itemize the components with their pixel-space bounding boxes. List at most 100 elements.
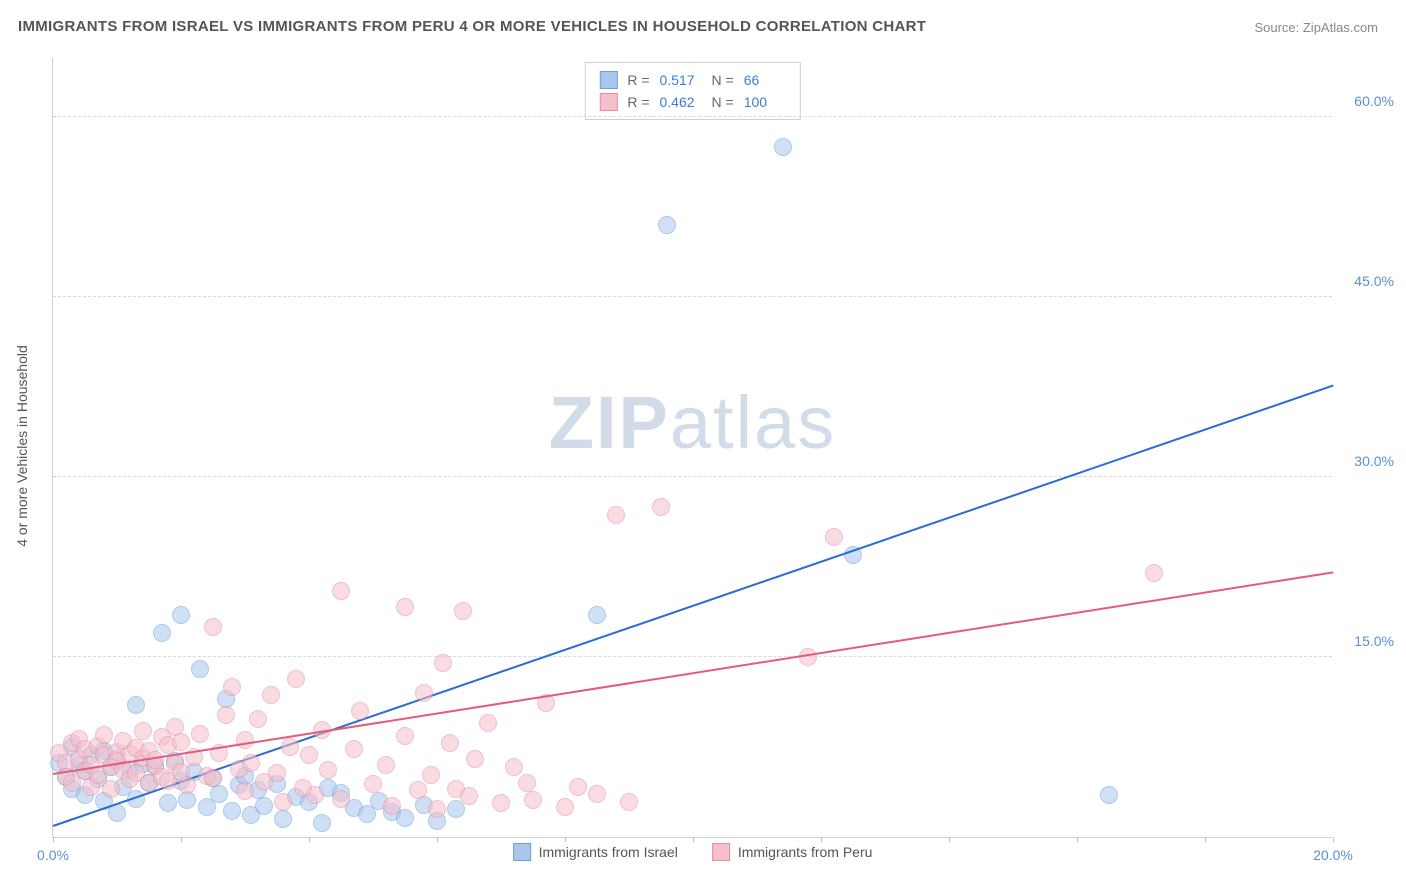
- y-tick-label: 60.0%: [1340, 93, 1394, 109]
- legend-item-peru: Immigrants from Peru: [712, 843, 873, 861]
- chart-title: IMMIGRANTS FROM ISRAEL VS IMMIGRANTS FRO…: [18, 18, 926, 35]
- scatter-point: [383, 797, 401, 815]
- scatter-point: [236, 782, 254, 800]
- scatter-point: [210, 785, 228, 803]
- scatter-point: [434, 654, 452, 672]
- scatter-point: [95, 726, 113, 744]
- scatter-point: [415, 684, 433, 702]
- scatter-point: [377, 756, 395, 774]
- scatter-point: [524, 791, 542, 809]
- scatter-point: [652, 498, 670, 516]
- scatter-point: [422, 766, 440, 784]
- scatter-point: [332, 582, 350, 600]
- scatter-point: [134, 722, 152, 740]
- scatter-point: [313, 814, 331, 832]
- scatter-point: [153, 624, 171, 642]
- scatter-point: [159, 794, 177, 812]
- swatch-peru: [599, 93, 617, 111]
- gridline: [53, 656, 1332, 657]
- trend-line: [53, 571, 1333, 775]
- scatter-point: [658, 216, 676, 234]
- scatter-point: [774, 138, 792, 156]
- gridline: [53, 296, 1332, 297]
- scatter-point: [620, 793, 638, 811]
- scatter-point: [274, 810, 292, 828]
- scatter-point: [300, 746, 318, 764]
- x-tick: [693, 837, 694, 842]
- scatter-point: [287, 670, 305, 688]
- bottom-legend: Immigrants from Israel Immigrants from P…: [513, 843, 873, 861]
- scatter-point: [518, 774, 536, 792]
- scatter-point: [268, 764, 286, 782]
- stats-row-peru: R = 0.462 N = 100: [599, 91, 785, 113]
- y-tick-label: 45.0%: [1340, 273, 1394, 289]
- scatter-point: [825, 528, 843, 546]
- scatter-point: [332, 790, 350, 808]
- scatter-point: [460, 787, 478, 805]
- scatter-point: [441, 734, 459, 752]
- scatter-point: [255, 797, 273, 815]
- x-tick-label: 0.0%: [37, 847, 69, 863]
- y-tick-label: 15.0%: [1340, 633, 1394, 649]
- scatter-point: [479, 714, 497, 732]
- scatter-point: [178, 776, 196, 794]
- scatter-point: [556, 798, 574, 816]
- scatter-point: [588, 785, 606, 803]
- scatter-point: [223, 678, 241, 696]
- scatter-point: [217, 706, 235, 724]
- scatter-point: [607, 506, 625, 524]
- x-tick-label: 20.0%: [1313, 847, 1353, 863]
- scatter-point: [204, 618, 222, 636]
- stats-row-israel: R = 0.517 N = 66: [599, 69, 785, 91]
- x-tick: [53, 837, 54, 842]
- swatch-israel-icon: [513, 843, 531, 861]
- swatch-israel: [599, 71, 617, 89]
- scatter-point: [146, 751, 164, 769]
- scatter-point: [191, 725, 209, 743]
- scatter-point: [306, 786, 324, 804]
- x-tick: [1077, 837, 1078, 842]
- watermark: ZIPatlas: [549, 380, 836, 465]
- scatter-point: [454, 602, 472, 620]
- scatter-point: [351, 702, 369, 720]
- scatter-point: [588, 606, 606, 624]
- scatter-point: [102, 780, 120, 798]
- scatter-point: [505, 758, 523, 776]
- scatter-point: [262, 686, 280, 704]
- scatter-point: [249, 710, 267, 728]
- scatter-point: [466, 750, 484, 768]
- y-tick-label: 30.0%: [1340, 453, 1394, 469]
- scatter-point: [396, 727, 414, 745]
- scatter-point: [127, 696, 145, 714]
- scatter-point: [428, 800, 446, 818]
- scatter-point: [274, 793, 292, 811]
- gridline: [53, 116, 1332, 117]
- scatter-point: [172, 606, 190, 624]
- scatter-point: [569, 778, 587, 796]
- scatter-point: [236, 731, 254, 749]
- scatter-point: [492, 794, 510, 812]
- legend-item-israel: Immigrants from Israel: [513, 843, 678, 861]
- source-attribution: Source: ZipAtlas.com: [1254, 20, 1378, 35]
- plot-area: ZIPatlas R = 0.517 N = 66 R = 0.462 N = …: [52, 58, 1332, 838]
- x-tick: [949, 837, 950, 842]
- y-axis-label: 4 or more Vehicles in Household: [14, 345, 30, 547]
- swatch-peru-icon: [712, 843, 730, 861]
- scatter-point: [409, 781, 427, 799]
- gridline: [53, 476, 1332, 477]
- scatter-point: [191, 660, 209, 678]
- scatter-point: [1100, 786, 1118, 804]
- x-tick: [181, 837, 182, 842]
- x-tick: [821, 837, 822, 842]
- scatter-point: [319, 761, 337, 779]
- scatter-point: [204, 769, 222, 787]
- scatter-point: [242, 754, 260, 772]
- scatter-point: [223, 802, 241, 820]
- scatter-point: [1145, 564, 1163, 582]
- x-tick: [1205, 837, 1206, 842]
- x-tick: [437, 837, 438, 842]
- scatter-point: [364, 775, 382, 793]
- x-tick: [565, 837, 566, 842]
- x-tick: [309, 837, 310, 842]
- x-tick: [1333, 837, 1334, 842]
